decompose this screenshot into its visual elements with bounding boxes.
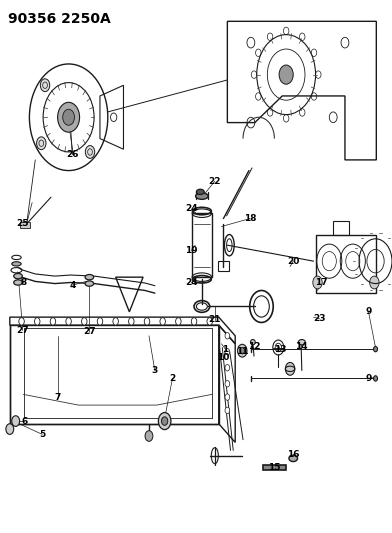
Ellipse shape xyxy=(14,273,22,279)
Circle shape xyxy=(207,318,212,325)
Text: 17: 17 xyxy=(315,278,328,287)
Circle shape xyxy=(66,318,71,325)
Text: 13: 13 xyxy=(274,345,287,353)
Ellipse shape xyxy=(12,262,21,266)
Text: 22: 22 xyxy=(209,177,221,185)
Circle shape xyxy=(176,318,181,325)
Bar xyxy=(192,213,212,277)
Circle shape xyxy=(285,362,295,375)
Text: 21: 21 xyxy=(209,316,221,324)
Text: 24: 24 xyxy=(185,205,198,213)
Circle shape xyxy=(279,65,293,84)
Circle shape xyxy=(370,276,379,289)
Circle shape xyxy=(158,413,171,430)
Circle shape xyxy=(6,424,14,434)
Circle shape xyxy=(97,318,103,325)
Ellipse shape xyxy=(85,281,94,286)
Circle shape xyxy=(191,318,197,325)
Text: 2: 2 xyxy=(169,374,176,383)
Circle shape xyxy=(225,407,230,414)
Circle shape xyxy=(145,431,153,441)
Text: 7: 7 xyxy=(55,393,61,401)
Circle shape xyxy=(19,318,24,325)
Circle shape xyxy=(58,102,80,132)
Ellipse shape xyxy=(374,346,377,352)
Text: 27: 27 xyxy=(16,326,29,335)
Text: 3: 3 xyxy=(152,366,158,375)
Text: 25: 25 xyxy=(16,220,29,228)
Text: 23: 23 xyxy=(313,314,326,323)
Text: 11: 11 xyxy=(236,348,249,356)
Circle shape xyxy=(238,344,247,357)
Text: 4: 4 xyxy=(69,281,76,289)
Circle shape xyxy=(12,416,20,426)
Text: 20: 20 xyxy=(287,257,299,265)
Text: 27: 27 xyxy=(83,327,96,336)
Circle shape xyxy=(313,276,322,289)
Circle shape xyxy=(225,394,230,400)
Bar xyxy=(333,221,349,235)
Text: 18: 18 xyxy=(244,214,256,223)
Text: 26: 26 xyxy=(66,150,79,159)
Circle shape xyxy=(50,318,56,325)
Circle shape xyxy=(144,318,150,325)
Text: 14: 14 xyxy=(296,342,308,351)
Ellipse shape xyxy=(374,376,377,381)
Circle shape xyxy=(225,381,230,387)
Text: 10: 10 xyxy=(217,353,230,361)
Bar xyxy=(316,235,376,293)
Ellipse shape xyxy=(196,189,204,195)
Circle shape xyxy=(63,109,74,125)
Ellipse shape xyxy=(289,455,298,462)
Ellipse shape xyxy=(85,274,94,280)
Text: 1: 1 xyxy=(222,345,229,353)
Ellipse shape xyxy=(196,193,208,199)
Circle shape xyxy=(160,318,165,325)
Circle shape xyxy=(225,333,230,339)
Ellipse shape xyxy=(14,280,22,285)
Text: 5: 5 xyxy=(39,430,45,439)
Circle shape xyxy=(162,417,168,425)
Circle shape xyxy=(36,137,46,150)
Circle shape xyxy=(225,349,230,355)
Circle shape xyxy=(113,318,118,325)
Circle shape xyxy=(82,318,87,325)
Polygon shape xyxy=(263,465,286,470)
Text: 15: 15 xyxy=(268,464,281,472)
Circle shape xyxy=(225,365,230,371)
Ellipse shape xyxy=(250,340,255,345)
Text: 6: 6 xyxy=(21,417,27,425)
Circle shape xyxy=(40,79,50,92)
Text: 12: 12 xyxy=(248,342,260,351)
Text: 90356 2250A: 90356 2250A xyxy=(8,12,111,26)
Circle shape xyxy=(240,348,245,354)
Bar xyxy=(218,261,229,271)
Circle shape xyxy=(85,146,95,158)
Text: 24: 24 xyxy=(185,278,198,287)
Circle shape xyxy=(34,318,40,325)
Text: 8: 8 xyxy=(20,278,27,287)
Text: 9: 9 xyxy=(365,374,372,383)
Ellipse shape xyxy=(298,340,305,345)
Bar xyxy=(20,222,30,228)
Text: 19: 19 xyxy=(185,246,198,255)
Circle shape xyxy=(129,318,134,325)
Text: 16: 16 xyxy=(287,450,299,458)
Text: 9: 9 xyxy=(365,308,372,316)
